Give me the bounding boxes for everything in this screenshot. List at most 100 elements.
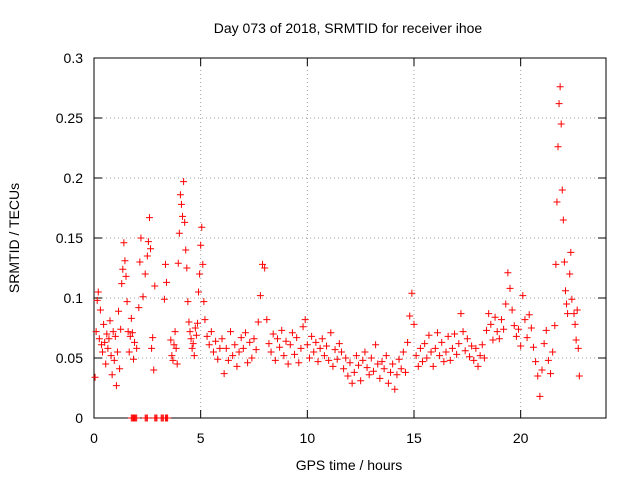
data-point [470,356,478,364]
data-point [102,360,110,368]
data-point [572,336,580,344]
data-point [474,362,482,370]
data-point [147,245,155,253]
data-point [133,414,141,422]
data-point [169,356,177,364]
data-point [110,356,118,364]
data-point [369,367,377,375]
data-point [170,341,178,349]
data-point [555,100,563,108]
data-point [310,348,318,356]
data-point [575,372,583,380]
data-point [222,344,230,352]
data-point [489,336,497,344]
data-point [487,320,495,328]
data-point [190,352,198,360]
data-point [231,341,239,349]
x-tick-label: 10 [300,430,316,446]
data-point [436,352,444,360]
data-point [175,229,183,237]
data-point [176,191,184,199]
data-point [180,178,188,186]
data-point [104,344,112,352]
data-point [116,365,124,373]
data-point [510,322,518,330]
data-point [127,314,135,322]
data-point [438,338,446,346]
data-point [189,340,197,348]
data-point [96,306,104,314]
data-point [133,344,141,352]
data-point [380,365,388,373]
data-point [429,362,437,370]
data-point [444,332,452,340]
data-point [259,260,267,268]
data-point [144,238,152,246]
data-point [410,320,418,328]
data-point [365,371,373,379]
data-point [185,318,193,326]
data-point [284,360,292,368]
data-point [149,334,157,342]
y-tick-label: 0.05 [56,350,83,366]
data-point [393,371,401,379]
data-point [401,368,409,376]
data-point [184,298,192,306]
data-point [342,354,350,362]
data-point [174,259,182,267]
data-point [256,292,264,300]
data-point [126,332,134,340]
data-point [461,347,469,355]
data-point [323,342,331,350]
data-point [129,355,137,363]
data-point [263,316,271,324]
data-point [421,340,429,348]
data-point [523,334,531,342]
data-point [125,348,133,356]
data-point [568,295,576,303]
data-point [150,366,158,374]
data-point [363,364,371,372]
y-axis-label: SRMTID / TECUs [6,183,22,293]
data-point [280,352,288,360]
data-point [269,330,277,338]
data-point [316,344,324,352]
data-point [303,341,311,349]
data-point [188,344,196,352]
data-point [563,300,571,308]
data-point [92,328,100,336]
data-point [387,368,395,376]
data-point [318,335,326,343]
data-point [267,348,275,356]
data-point [224,356,232,364]
data-point [453,350,461,358]
data-point [200,298,208,306]
data-point [433,329,441,337]
data-point [566,270,574,278]
data-points [91,83,583,422]
data-point [131,338,139,346]
data-point [558,186,566,194]
data-point [181,218,189,226]
data-point [512,332,520,340]
data-point [187,335,195,343]
data-point [288,329,296,337]
data-point [297,344,305,352]
data-point [117,325,125,333]
data-point [191,324,199,332]
data-point [197,241,205,249]
x-tick-label: 0 [90,430,98,446]
data-point [329,362,337,370]
data-point [549,348,557,356]
data-point [361,348,369,356]
data-point [214,355,222,363]
data-point [246,338,254,346]
data-point [113,348,121,356]
data-point [235,348,243,356]
data-point [455,340,463,348]
data-point [570,310,578,318]
data-point [164,414,172,422]
data-point [525,311,533,319]
data-point [425,331,433,339]
data-point [199,260,207,268]
